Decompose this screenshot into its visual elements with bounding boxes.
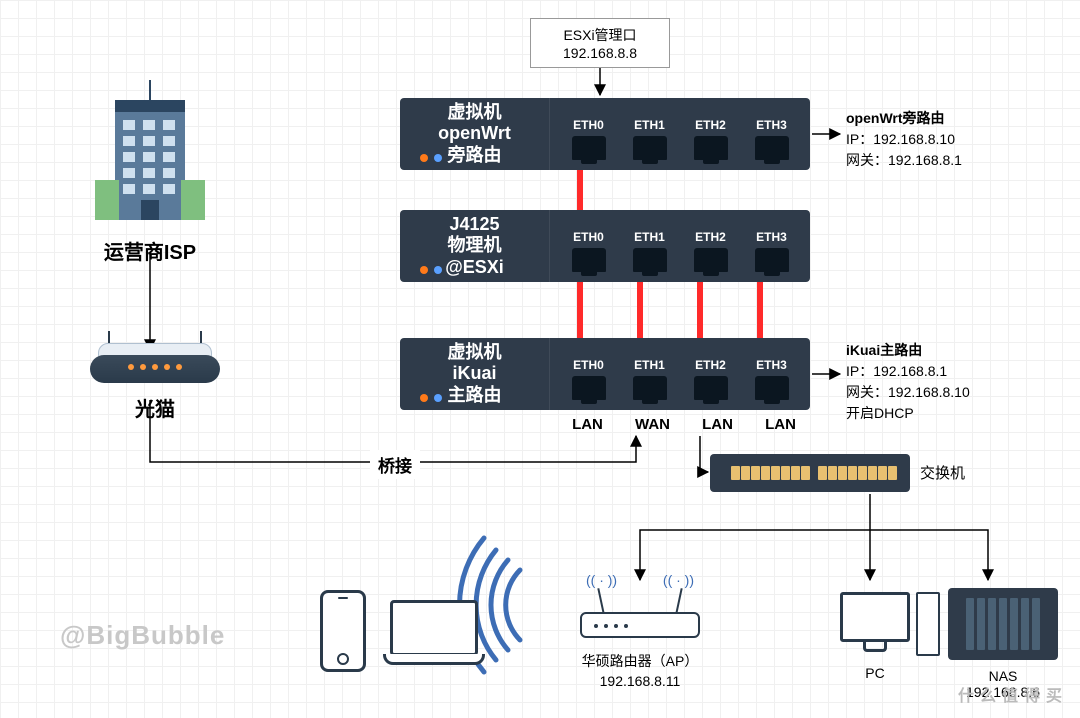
rj45-icon bbox=[694, 136, 728, 160]
wifi-antenna-icon: (( · )) bbox=[586, 572, 617, 588]
device-openwrt-label: 虚拟机 openWrt 旁路由 bbox=[400, 98, 550, 170]
switch-device bbox=[710, 454, 910, 492]
bridge-label: 桥接 bbox=[370, 450, 420, 479]
rj45-icon bbox=[694, 376, 728, 400]
pc-label: PC bbox=[830, 665, 920, 681]
rj45-icon bbox=[633, 376, 667, 400]
eth-port: ETH1 bbox=[628, 230, 672, 272]
eth-port: ETH0 bbox=[567, 358, 611, 400]
eth-port: ETH0 bbox=[567, 118, 611, 160]
ap-ip: 192.168.8.11 bbox=[580, 673, 700, 689]
rj45-icon bbox=[572, 136, 606, 160]
info-openwrt: openWrt旁路由 IP：192.168.8.10 网关：192.168.8.… bbox=[846, 108, 962, 171]
eth-port: ETH2 bbox=[689, 230, 733, 272]
laptop-icon bbox=[390, 600, 478, 656]
rj45-icon bbox=[694, 248, 728, 272]
modem-device: 光猫 bbox=[90, 355, 220, 422]
building-icon bbox=[95, 80, 205, 230]
eth-port: ETH0 bbox=[567, 230, 611, 272]
device-openwrt: 虚拟机 openWrt 旁路由 ETH0 ETH1 ETH2 ETH3 bbox=[400, 98, 810, 170]
ap-label: 华硕路由器（AP） bbox=[580, 651, 700, 671]
device-ikuai: 虚拟机 iKuai 主路由 ETH0 ETH1 ETH2 ETH3 bbox=[400, 338, 810, 410]
eth-port: ETH3 bbox=[750, 118, 794, 160]
device-esxi-host: J4125 物理机 @ESXi ETH0 ETH1 ETH2 ETH3 bbox=[400, 210, 810, 282]
eth-port: ETH2 bbox=[689, 118, 733, 160]
isp-label: 运营商ISP bbox=[85, 236, 215, 265]
rj45-icon bbox=[572, 376, 606, 400]
rj45-icon bbox=[572, 248, 606, 272]
pc-tower-icon bbox=[916, 592, 940, 656]
rj45-icon bbox=[755, 136, 789, 160]
eth-port: ETH1 bbox=[628, 118, 672, 160]
modem-label: 光猫 bbox=[90, 393, 220, 422]
author-watermark: @BigBubble bbox=[60, 620, 225, 651]
rj45-icon bbox=[633, 248, 667, 272]
mgmt-ip: 192.168.8.8 bbox=[541, 45, 659, 61]
rj45-icon bbox=[755, 376, 789, 400]
eth-port: ETH3 bbox=[750, 230, 794, 272]
eth-port: ETH2 bbox=[689, 358, 733, 400]
port-role-labels: LAN WAN LAN LAN bbox=[556, 416, 812, 433]
info-ikuai: iKuai主路由 IP：192.168.8.1 网关：192.168.8.10 … bbox=[846, 340, 970, 424]
phone-icon bbox=[320, 590, 366, 672]
switch-label: 交换机 bbox=[920, 462, 965, 483]
device-esxi-label: J4125 物理机 @ESXi bbox=[400, 210, 550, 282]
wifi-antenna-icon: (( · )) bbox=[663, 572, 694, 588]
eth-port: ETH1 bbox=[628, 358, 672, 400]
rj45-icon bbox=[755, 248, 789, 272]
pc-device: PC bbox=[830, 592, 920, 681]
site-watermark: 什么值得买 bbox=[958, 682, 1068, 706]
device-ikuai-label: 虚拟机 iKuai 主路由 bbox=[400, 338, 550, 410]
esxi-mgmt-box: ESXi管理口 192.168.8.8 bbox=[530, 18, 670, 68]
mgmt-title: ESXi管理口 bbox=[541, 25, 659, 45]
ap-router: (( · )) (( · )) 华硕路由器（AP） 192.168.8.11 bbox=[580, 612, 700, 689]
eth-port: ETH3 bbox=[750, 358, 794, 400]
rj45-icon bbox=[633, 136, 667, 160]
isp-building: 运营商ISP bbox=[85, 80, 215, 265]
